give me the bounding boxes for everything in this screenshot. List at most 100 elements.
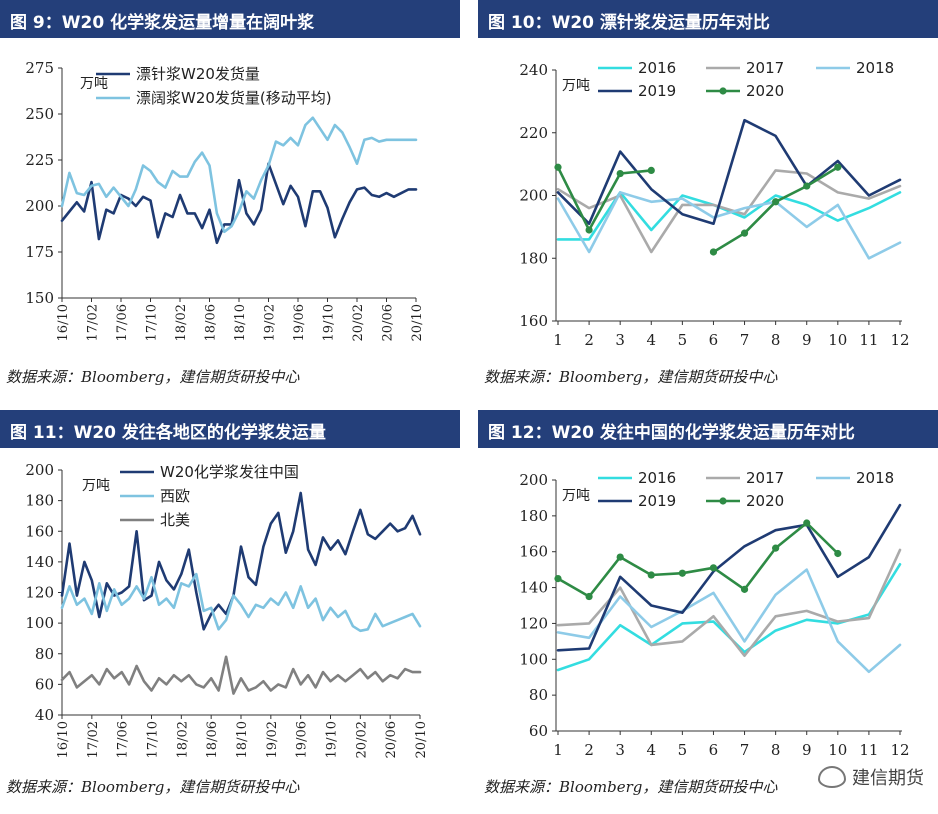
legend-entry: 2016 <box>598 59 676 77</box>
data-point <box>834 549 842 558</box>
chart-title: 图 10：W20 漂针浆发运量历年对比 <box>488 13 770 33</box>
unit-label: 万吨 <box>562 78 590 94</box>
legend-entry: 漂阔浆W20发货量(移动平均) <box>96 89 332 107</box>
watermark: 建信期货 <box>818 764 924 790</box>
x-tick-label: 6 <box>709 331 719 349</box>
legend-entry: 2020 <box>706 82 784 100</box>
watermark-text: 建信期货 <box>852 768 924 789</box>
data-point <box>740 229 749 237</box>
x-tick-label: 20/10 <box>414 721 429 758</box>
series-line-2017 <box>556 548 902 657</box>
legend-label: 2018 <box>856 469 894 487</box>
x-tick-label: 4 <box>646 331 656 349</box>
x-tick-label: 17/10 <box>145 304 160 341</box>
legend-label: 漂阔浆W20发货量(移动平均) <box>136 89 332 107</box>
y-tick-label: 100 <box>25 614 54 632</box>
chart-title: 图 9：W20 化学浆发运量增量在阔叶浆 <box>10 13 315 33</box>
y-tick-label: 275 <box>25 59 54 77</box>
x-tick-label: 16/10 <box>56 304 71 341</box>
legend-label: W20化学浆发往中国 <box>160 463 299 481</box>
series-line-2019 <box>556 503 902 652</box>
series-line-漂针浆W20发货量 <box>60 162 418 245</box>
x-tick-label: 19/02 <box>265 721 280 758</box>
y-tick-label: 200 <box>25 461 54 479</box>
x-tick-label: 5 <box>678 331 688 349</box>
source-note: 数据来源：Bloomberg，建信期货研投中心 <box>6 778 300 796</box>
x-tick-label: 9 <box>802 331 812 349</box>
y-tick-label: 240 <box>519 61 548 79</box>
legend-label: 2016 <box>638 469 676 487</box>
source-note: 数据来源：Bloomberg，建信期货研投中心 <box>484 368 778 386</box>
x-tick-label: 8 <box>771 331 781 349</box>
series-line-西欧 <box>60 572 422 633</box>
legend-entry: 2020 <box>706 492 784 510</box>
x-tick-label: 18/02 <box>175 721 190 758</box>
x-tick-label: 8 <box>771 741 781 759</box>
series-line-2020 <box>556 166 840 254</box>
panel-header: 图 11：W20 发往各地区的化学浆发运量 <box>0 410 460 448</box>
chart-title: 图 12：W20 发往中国的化学浆发运量历年对比 <box>488 423 855 443</box>
data-point <box>772 544 780 552</box>
panel-fig10: 图 10：W20 漂针浆发运量历年对比 160 180 200 220 240 万吨 1 2 3… <box>478 0 938 400</box>
panel-header: 图 9：W20 化学浆发运量增量在阔叶浆 <box>0 0 460 38</box>
x-tick-label: 18/10 <box>233 304 248 341</box>
y-tick-label: 160 <box>519 543 548 561</box>
source-note: 数据来源：Bloomberg，建信期货研投中心 <box>484 778 778 796</box>
y-tick-label: 140 <box>25 553 54 571</box>
x-tick-label: 17/06 <box>115 304 130 341</box>
x-tick-label: 17/02 <box>86 721 101 758</box>
x-tick-label: 18/06 <box>205 721 220 758</box>
data-point <box>585 226 593 234</box>
x-tick-label: 7 <box>740 741 750 759</box>
y-tick-label: 140 <box>519 579 548 597</box>
x-tick-label: 18/10 <box>235 721 250 758</box>
panel-header: 图 12：W20 发往中国的化学浆发运量历年对比 <box>478 410 938 448</box>
data-point <box>772 198 780 206</box>
legend-entry: 2018 <box>816 59 894 77</box>
series-line-北美 <box>60 655 422 695</box>
x-tick-label: 19/06 <box>295 721 310 758</box>
data-point <box>616 169 624 178</box>
y-tick-label: 80 <box>35 645 54 663</box>
y-tick-label: 180 <box>519 507 548 525</box>
y-tick-label: 80 <box>529 686 548 704</box>
x-tick-label: 20/02 <box>351 304 366 341</box>
x-tick-label: 5 <box>678 741 688 759</box>
legend-entry: 2016 <box>598 469 676 487</box>
legend-marker <box>719 497 727 505</box>
legend-label: 漂针浆W20发货量 <box>136 65 260 83</box>
y-tick-label: 200 <box>519 187 548 205</box>
legend-label: 2016 <box>638 59 676 77</box>
legend-entry: 北美 <box>120 511 190 529</box>
x-tick-label: 1 <box>553 741 563 759</box>
legend-label: 2017 <box>746 59 784 77</box>
x-tick-label: 17/02 <box>86 304 101 341</box>
x-tick-label: 18/06 <box>204 304 219 341</box>
legend-label: 2019 <box>638 82 676 100</box>
y-tick-label: 225 <box>25 151 54 169</box>
series-line-W20化学浆发往中国 <box>60 491 422 631</box>
legend-entry: 2019 <box>598 82 676 100</box>
x-tick-label: 20/06 <box>381 304 396 341</box>
y-tick-label: 120 <box>519 614 548 632</box>
data-point <box>740 585 749 593</box>
x-tick-label: 6 <box>709 741 719 759</box>
x-tick-label: 18/02 <box>174 304 189 341</box>
chart-fig11: 40 60 80 100 120 140 160 180 200 万吨 16/10 17/02 17/0… <box>25 461 429 758</box>
chart-title: 图 11：W20 发往各地区的化学浆发运量 <box>10 423 326 443</box>
legend-entry: 2017 <box>706 59 784 77</box>
x-tick-label: 20/06 <box>384 721 399 758</box>
wechat-icon <box>818 766 846 788</box>
unit-label: 万吨 <box>82 478 110 494</box>
legend-entry: 2017 <box>706 469 784 487</box>
data-point <box>834 163 842 171</box>
legend-entry: 漂针浆W20发货量 <box>96 65 260 83</box>
y-tick-label: 180 <box>519 249 548 267</box>
x-tick-label: 19/10 <box>322 304 337 341</box>
series-line-2020 <box>556 521 840 598</box>
x-tick-label: 4 <box>646 741 656 759</box>
panel-fig11: 图 11：W20 发往各地区的化学浆发运量 40 60 80 100 120 140 160… <box>0 410 460 810</box>
legend-entry: 2018 <box>816 469 894 487</box>
